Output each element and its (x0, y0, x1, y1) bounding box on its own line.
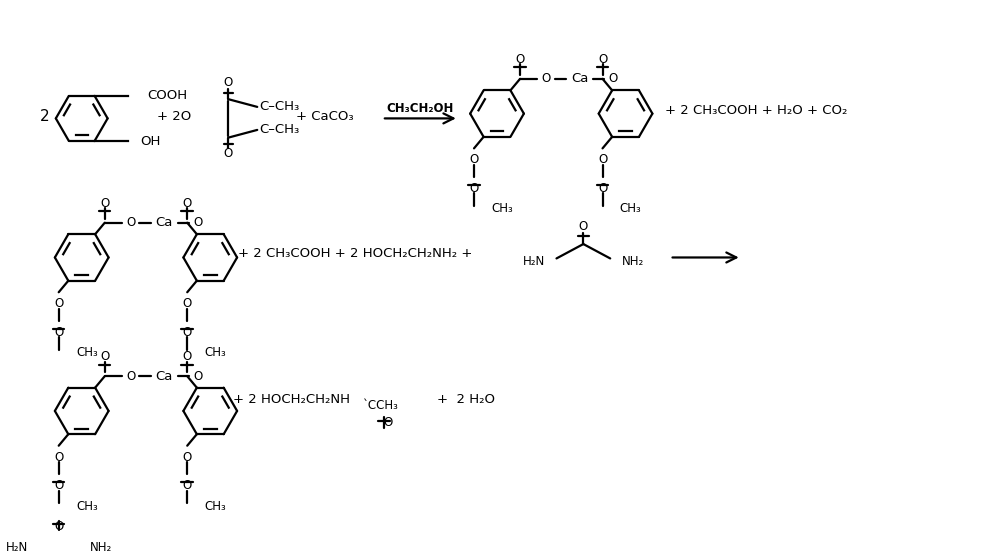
Text: O: O (183, 451, 192, 464)
Text: Ca: Ca (156, 370, 173, 383)
Text: + 2 HOCH₂CH₂NH: + 2 HOCH₂CH₂NH (233, 393, 350, 406)
Text: ˋCCH₃: ˋCCH₃ (362, 399, 398, 412)
Text: O: O (193, 370, 202, 383)
Text: + 2 CH₃COOH + 2 HOCH₂CH₂NH₂ +: + 2 CH₃COOH + 2 HOCH₂CH₂NH₂ + (238, 247, 472, 260)
Text: O: O (183, 197, 192, 210)
Text: H₂N: H₂N (523, 255, 545, 268)
Text: Ca: Ca (156, 216, 173, 229)
Text: H₂N: H₂N (6, 541, 28, 552)
Text: + CaCO₃: + CaCO₃ (296, 110, 353, 123)
Text: O: O (469, 153, 479, 166)
Text: O: O (224, 76, 233, 89)
Text: O: O (54, 480, 63, 492)
Text: O: O (541, 72, 551, 86)
Text: O: O (54, 326, 63, 339)
Text: O: O (183, 351, 192, 363)
Text: 2: 2 (40, 109, 49, 124)
Text: O: O (598, 153, 607, 166)
Text: O: O (224, 147, 233, 161)
Text: O: O (183, 326, 192, 339)
Text: O: O (469, 182, 479, 195)
Text: Ca: Ca (571, 72, 588, 86)
Text: O: O (100, 197, 109, 210)
Text: O: O (383, 416, 392, 429)
Text: CH₃: CH₃ (204, 500, 226, 513)
Text: COOH: COOH (147, 88, 188, 102)
Text: NH₂: NH₂ (622, 255, 644, 268)
Text: NH₂: NH₂ (89, 541, 112, 552)
Text: O: O (54, 298, 63, 310)
Text: O: O (193, 216, 202, 229)
Text: O: O (183, 480, 192, 492)
Text: O: O (126, 216, 135, 229)
Text: O: O (608, 72, 618, 86)
Text: CH₃: CH₃ (204, 346, 226, 359)
Text: OH: OH (141, 135, 161, 148)
Text: O: O (515, 53, 525, 66)
Text: CH₃: CH₃ (620, 202, 642, 215)
Text: + 2 CH₃COOH + H₂O + CO₂: + 2 CH₃COOH + H₂O + CO₂ (665, 104, 847, 117)
Text: O: O (100, 351, 109, 363)
Text: C–CH₃: C–CH₃ (259, 100, 299, 113)
Text: O: O (579, 220, 588, 233)
Text: O: O (598, 53, 607, 66)
Text: CH₃CH₂OH: CH₃CH₂OH (387, 102, 454, 115)
Text: O: O (598, 182, 607, 195)
Text: +  2 H₂O: + 2 H₂O (437, 393, 495, 406)
Text: CH₃: CH₃ (491, 202, 513, 215)
Text: O: O (54, 451, 63, 464)
Text: O: O (54, 520, 63, 533)
Text: C–CH₃: C–CH₃ (259, 124, 299, 136)
Text: O: O (183, 298, 192, 310)
Text: + 2O: + 2O (157, 110, 191, 123)
Text: CH₃: CH₃ (76, 500, 98, 513)
Text: CH₃: CH₃ (76, 346, 98, 359)
Text: O: O (126, 370, 135, 383)
